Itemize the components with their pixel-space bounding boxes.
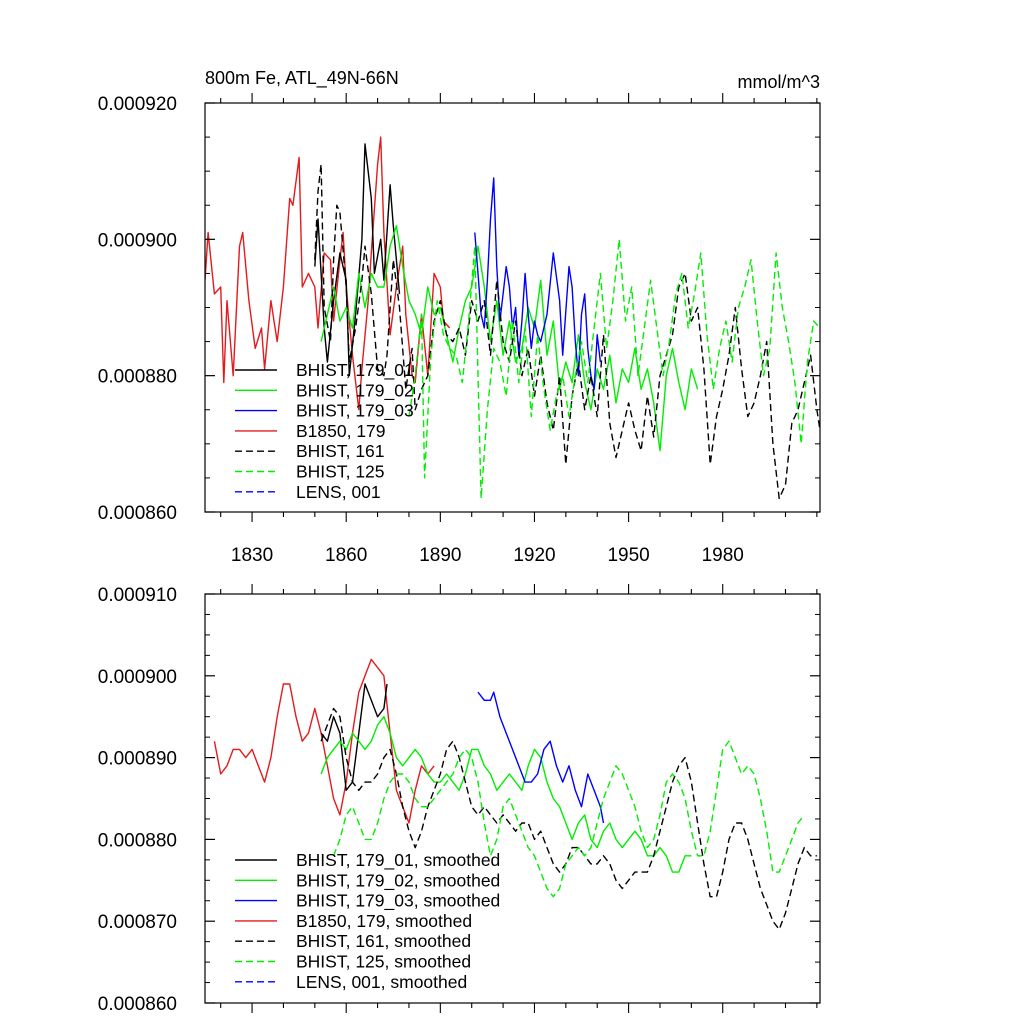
- x-tick-label: 1860: [325, 545, 367, 566]
- y-tick-label: 0.000900: [98, 667, 177, 688]
- x-tick-label: 1980: [702, 545, 744, 566]
- legend-label: LENS, 001: [296, 482, 381, 502]
- series-line-bottom-4: [320, 707, 817, 931]
- y-tick-label: 0.000880: [98, 830, 177, 851]
- y-tick-label: 0.000880: [98, 367, 177, 388]
- y-tick-label: 0.000860: [98, 503, 177, 524]
- y-tick-label: 0.000890: [98, 749, 177, 770]
- series-line-bottom-2: [320, 716, 692, 873]
- legend-label: BHIST, 179_03, smoothed: [296, 891, 500, 912]
- x-tick-label: 1950: [607, 545, 649, 566]
- legend-label: BHIST, 179_02, smoothed: [296, 870, 500, 891]
- legend-label: BHIST, 179_02: [296, 380, 414, 401]
- y-tick-label: 0.000920: [98, 94, 177, 115]
- y-tick-label: 0.000860: [98, 994, 177, 1015]
- legend-label: LENS, 001, smoothed: [296, 972, 467, 992]
- x-tick-label: 1920: [513, 545, 555, 566]
- x-tick-label: 1830: [231, 545, 273, 566]
- series-line-bottom-5: [332, 740, 805, 898]
- legend-label: B1850, 179: [296, 421, 386, 441]
- series-line-top-5: [408, 238, 820, 500]
- legend-label: B1850, 179, smoothed: [296, 911, 472, 931]
- plot-area: [205, 136, 820, 500]
- series-line-top-2: [320, 225, 699, 452]
- y-tick-label: 0.000910: [98, 585, 177, 606]
- legend-label: BHIST, 179_01: [296, 360, 414, 381]
- plot-area: [213, 658, 817, 931]
- top-panel: 800m Fe, ATL_49N-66N mmol/m^3 0.000860 0.…: [98, 68, 821, 566]
- series-line-bottom-0: [213, 658, 435, 824]
- series-line-bottom-1: [320, 683, 388, 791]
- legend-label: BHIST, 161, smoothed: [296, 931, 471, 951]
- series-line-top-1: [314, 143, 401, 377]
- top-chart-title: 800m Fe, ATL_49N-66N: [205, 68, 399, 89]
- legend-label: BHIST, 161: [296, 441, 385, 461]
- legend-label: BHIST, 125, smoothed: [296, 952, 471, 972]
- legend-label: BHIST, 179_01, smoothed: [296, 850, 500, 871]
- x-tick-label: 1890: [419, 545, 461, 566]
- series-line-bottom-3: [477, 691, 605, 824]
- y-tick-label: 0.000900: [98, 230, 177, 251]
- y-tick-label: 0.000870: [98, 912, 177, 933]
- legend-label: BHIST, 125: [296, 462, 385, 482]
- bottom-panel: 0.000860 0.000870 0.000880 0.000890 0.000900…: [98, 584, 821, 1015]
- legend-label: BHIST, 179_03: [296, 401, 414, 422]
- top-chart-units: mmol/m^3: [738, 72, 820, 92]
- series-line-top-3: [474, 177, 602, 390]
- series-line-top-0: [205, 136, 451, 411]
